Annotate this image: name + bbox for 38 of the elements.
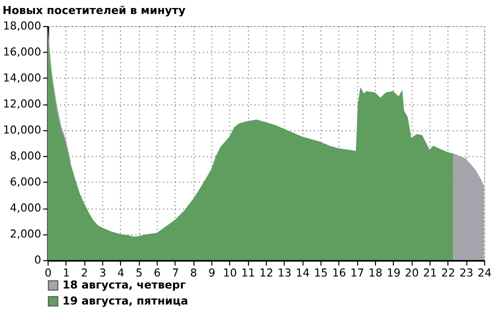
- y-tick-label: 10,000: [3, 124, 42, 137]
- x-tick-label: 12: [259, 266, 274, 280]
- y-tick-label: 6,000: [10, 176, 42, 189]
- chart-title: Новых посетителей в минуту: [2, 4, 186, 18]
- x-tick-label: 22: [441, 266, 456, 280]
- legend-label: 18 августа, четверг: [62, 278, 186, 292]
- y-tick-label: 18,000: [3, 20, 42, 33]
- x-tick-label: 11: [241, 266, 256, 280]
- x-tick-label: 8: [190, 266, 198, 280]
- y-tick-label: 0: [34, 254, 42, 267]
- x-tick-label: 14: [296, 266, 310, 280]
- x-tick-label: 17: [350, 266, 364, 280]
- x-tick-label: 16: [332, 266, 346, 280]
- y-tick-label: 8,000: [10, 150, 42, 163]
- x-tick-label: 13: [278, 266, 292, 280]
- y-tick-label: 12,000: [3, 98, 42, 111]
- x-tick-label: 19: [386, 266, 401, 280]
- x-tick-label: 1: [62, 266, 70, 280]
- x-tick-label: 2: [81, 266, 88, 280]
- y-tick-label: 14,000: [3, 72, 42, 85]
- x-tick-label: 21: [423, 266, 437, 280]
- x-tick-label: 6: [154, 266, 161, 280]
- x-tick-label: 23: [459, 266, 474, 280]
- x-tick-label: 18: [368, 266, 382, 280]
- x-tick-label: 10: [223, 266, 237, 280]
- x-tick-label: 5: [136, 266, 143, 280]
- x-tick-label: 15: [314, 266, 328, 280]
- y-tick-label: 4,000: [10, 202, 42, 215]
- x-tick-label: 7: [172, 266, 179, 280]
- x-tick-label: 24: [478, 266, 492, 280]
- legend-label: 19 августа, пятница: [62, 294, 188, 308]
- x-tick-label: 9: [208, 266, 216, 280]
- x-tick-label: 4: [117, 266, 124, 280]
- x-tick-label: 3: [99, 266, 106, 280]
- y-tick-label: 2,000: [10, 228, 42, 241]
- x-tick-label: 0: [44, 266, 52, 280]
- x-tick-label: 20: [404, 266, 419, 280]
- y-tick-label: 16,000: [3, 46, 42, 59]
